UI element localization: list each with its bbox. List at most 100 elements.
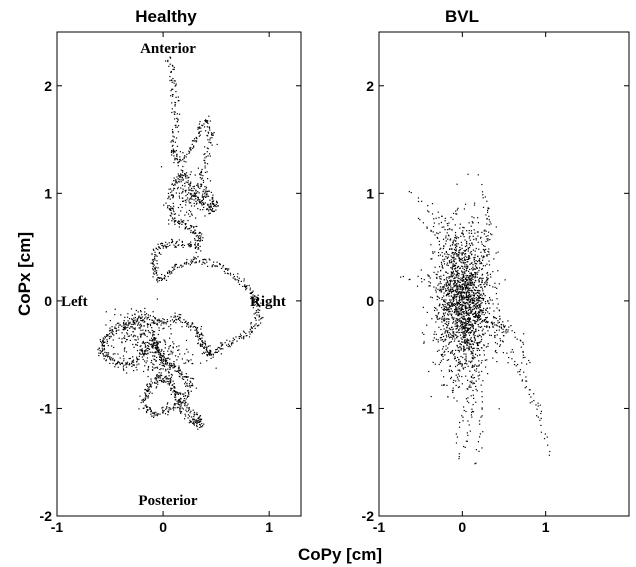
healthy-point <box>195 232 197 235</box>
healthy-point <box>152 333 154 335</box>
bvl-point <box>474 331 476 333</box>
healthy-point <box>193 140 195 142</box>
healthy-point <box>187 177 189 179</box>
bvl-point <box>448 277 450 279</box>
healthy-point <box>122 322 125 324</box>
healthy-point <box>206 355 208 357</box>
bvl-point <box>481 330 483 332</box>
bvl-point <box>443 300 445 302</box>
healthy-point <box>234 278 236 280</box>
bvl-point <box>452 321 455 323</box>
healthy-point <box>208 212 211 215</box>
healthy-point <box>198 261 200 263</box>
bvl-point <box>455 433 457 435</box>
healthy-point <box>123 358 125 360</box>
bvl-point <box>438 276 441 278</box>
bvl-point <box>463 280 465 282</box>
healthy-point <box>251 296 253 298</box>
healthy-point <box>179 173 182 175</box>
bvl-point <box>450 267 452 269</box>
healthy-point <box>154 318 156 320</box>
bvl-point <box>479 260 481 263</box>
bvl-point <box>483 255 485 257</box>
bvl-point <box>447 224 449 227</box>
healthy-point <box>150 343 153 345</box>
bvl-point <box>445 348 447 350</box>
healthy-point <box>107 334 109 336</box>
healthy-point <box>197 332 199 335</box>
healthy-point <box>168 208 170 210</box>
bvl-point <box>438 240 440 242</box>
healthy-point <box>143 332 146 334</box>
healthy-point <box>160 372 162 374</box>
healthy-point <box>145 362 147 364</box>
healthy-point <box>197 236 200 238</box>
bvl-point <box>478 280 480 282</box>
bvl-point <box>447 302 450 304</box>
bvl-point <box>459 227 461 229</box>
healthy-point <box>182 179 184 181</box>
bvl-point <box>467 256 470 258</box>
healthy-point <box>139 316 141 318</box>
healthy-point <box>204 262 206 265</box>
healthy-point <box>104 355 107 357</box>
healthy-point <box>165 241 167 243</box>
healthy-point <box>120 362 122 364</box>
bvl-point <box>472 222 474 224</box>
healthy-point <box>194 192 196 194</box>
healthy-point <box>206 134 208 137</box>
healthy-point <box>212 203 215 206</box>
healthy-point <box>99 352 102 354</box>
healthy-point <box>166 403 168 405</box>
bvl-point <box>481 295 483 297</box>
bvl-point <box>456 285 458 287</box>
healthy-point <box>204 162 206 164</box>
healthy-point <box>212 194 214 196</box>
healthy-point <box>178 220 180 223</box>
healthy-point <box>176 188 179 190</box>
bvl-point <box>464 253 466 255</box>
bvl-point <box>455 374 457 376</box>
healthy-point <box>117 360 119 363</box>
healthy-point <box>142 398 144 400</box>
bvl-point <box>452 218 454 220</box>
bvl-point <box>481 278 483 280</box>
healthy-point <box>187 361 190 363</box>
bvl-point <box>430 230 432 232</box>
bvl-point <box>515 365 517 367</box>
healthy-point <box>178 317 180 320</box>
healthy-point <box>178 367 180 369</box>
healthy-point <box>132 364 134 366</box>
healthy-point <box>259 309 261 311</box>
healthy-point <box>171 213 173 215</box>
bvl-point <box>433 286 435 288</box>
healthy-point <box>190 262 193 264</box>
healthy-point <box>169 378 172 380</box>
healthy-point <box>144 307 146 310</box>
bvl-point <box>453 340 456 342</box>
bvl-point <box>471 380 473 382</box>
bvl-point <box>466 344 468 347</box>
healthy-trajectory <box>97 51 264 430</box>
bvl-point <box>464 286 466 288</box>
bvl-point <box>481 268 483 271</box>
healthy-point <box>208 127 211 129</box>
bvl-point <box>476 294 479 297</box>
bvl-point <box>475 385 477 388</box>
healthy-point <box>134 323 136 325</box>
healthy-point <box>189 215 191 218</box>
healthy-point <box>147 406 149 408</box>
bvl-point <box>476 289 479 292</box>
healthy-point <box>212 134 214 136</box>
bvl-point <box>430 258 432 260</box>
bvl-point <box>500 324 503 326</box>
bvl-point <box>467 261 469 263</box>
healthy-point <box>129 357 131 360</box>
healthy-point <box>147 365 150 368</box>
healthy-point <box>239 336 241 338</box>
bvl-point <box>448 327 450 329</box>
bvl-point <box>481 391 483 393</box>
bvl-point <box>443 245 445 247</box>
bvl-point <box>436 236 438 239</box>
bvl-point <box>478 248 480 250</box>
